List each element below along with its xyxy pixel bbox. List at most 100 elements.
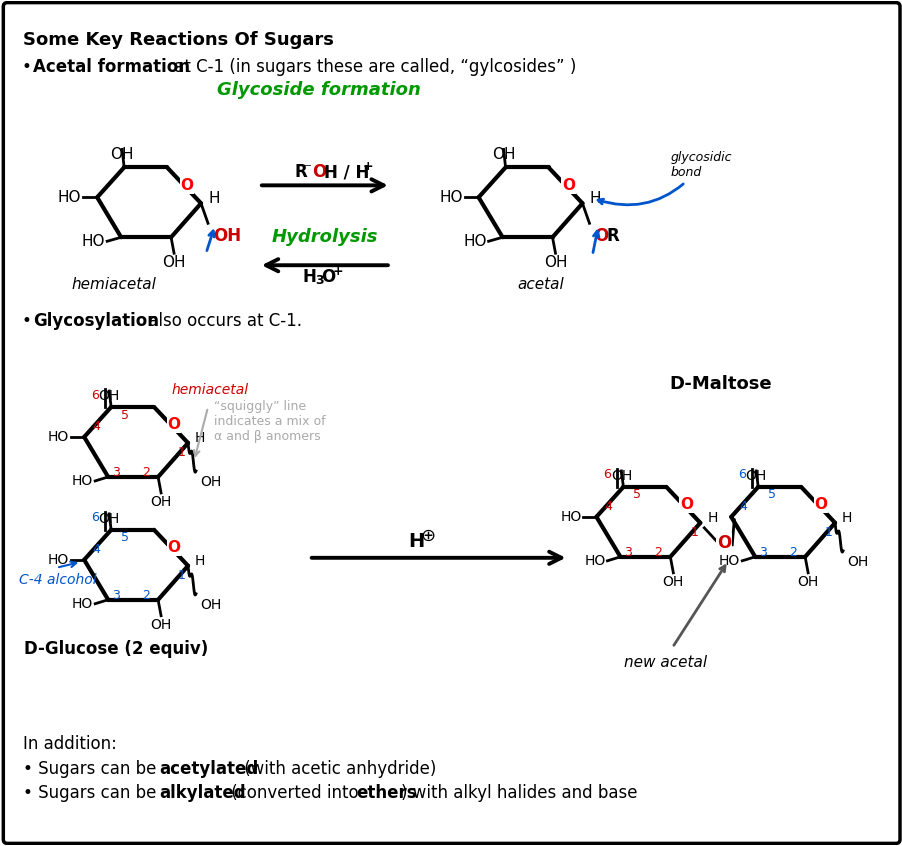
Text: D-Glucose (2 equiv): D-Glucose (2 equiv) (24, 640, 208, 657)
Text: HO: HO (439, 190, 463, 205)
Text: 5: 5 (121, 531, 129, 544)
Text: 4: 4 (604, 500, 612, 514)
Text: •: • (22, 312, 32, 330)
Text: 4: 4 (740, 500, 747, 514)
Text: at C-1 (in sugars these are called, “gylcosides” ): at C-1 (in sugars these are called, “gyl… (169, 58, 576, 75)
Text: H: H (195, 431, 206, 445)
Text: 4: 4 (92, 543, 100, 557)
Text: “squiggly” line
indicates a mix of
α and β anomers: “squiggly” line indicates a mix of α and… (214, 400, 326, 443)
Text: 6: 6 (739, 469, 746, 481)
Text: HO: HO (560, 510, 582, 524)
Text: O: O (312, 163, 327, 181)
Text: (with acetic anhydride): (with acetic anhydride) (239, 760, 437, 777)
Text: 2: 2 (655, 547, 662, 559)
Text: 2: 2 (143, 590, 150, 602)
Text: new acetal: new acetal (624, 655, 707, 670)
Text: •: • (22, 58, 32, 75)
Text: 5: 5 (769, 488, 777, 502)
Text: OH: OH (797, 574, 819, 589)
Text: 2: 2 (143, 466, 150, 480)
Text: acetylated: acetylated (159, 760, 258, 777)
Text: +: + (363, 161, 373, 173)
Text: H: H (707, 511, 718, 525)
Text: HO: HO (82, 233, 106, 249)
Text: • Sugars can be: • Sugars can be (23, 760, 162, 777)
Text: 1: 1 (690, 526, 698, 540)
Text: also occurs at C-1.: also occurs at C-1. (143, 312, 302, 330)
Text: alkylated: alkylated (159, 784, 245, 803)
Text: H: H (208, 191, 219, 206)
Text: OH: OH (200, 475, 221, 489)
Text: ⁻: ⁻ (304, 162, 312, 176)
Text: 5: 5 (121, 409, 129, 421)
Text: OH: OH (492, 147, 515, 162)
Text: OH: OH (200, 598, 221, 612)
Text: H: H (842, 511, 852, 525)
Text: +: + (333, 266, 344, 278)
Text: R: R (295, 163, 308, 181)
Text: 3: 3 (112, 466, 120, 480)
Text: HO: HO (584, 554, 605, 568)
Text: O: O (717, 534, 732, 552)
Text: R: R (606, 228, 619, 245)
Text: 6: 6 (603, 469, 612, 481)
Text: 1: 1 (178, 447, 186, 459)
Text: 3: 3 (315, 274, 324, 288)
Text: ⊕: ⊕ (420, 527, 436, 545)
Text: OH: OH (847, 555, 869, 569)
Text: O: O (680, 497, 693, 513)
Text: • Sugars can be: • Sugars can be (23, 784, 162, 803)
Text: Some Key Reactions Of Sugars: Some Key Reactions Of Sugars (23, 30, 334, 48)
Text: 1: 1 (178, 569, 186, 582)
Text: OH: OH (746, 469, 767, 483)
Text: OH: OH (162, 255, 186, 270)
Text: In addition:: In addition: (23, 734, 117, 753)
Text: Hydrolysis: Hydrolysis (272, 228, 378, 246)
Text: HO: HO (48, 430, 69, 444)
Text: 6: 6 (91, 511, 99, 525)
Text: O: O (321, 268, 336, 286)
Text: HO: HO (58, 190, 81, 205)
Text: Acetal formation: Acetal formation (33, 58, 190, 75)
Text: hemiacetal: hemiacetal (72, 277, 157, 292)
Text: O: O (562, 178, 575, 193)
Text: OH: OH (110, 147, 133, 162)
Text: HO: HO (719, 554, 741, 568)
FancyBboxPatch shape (4, 3, 900, 843)
Text: hemiacetal: hemiacetal (171, 383, 248, 397)
Text: OH: OH (611, 469, 632, 483)
Text: Glycoside formation: Glycoside formation (216, 80, 421, 98)
Text: O: O (815, 497, 828, 513)
Text: H: H (195, 554, 206, 568)
Text: HO: HO (463, 233, 486, 249)
Text: (converted into: (converted into (226, 784, 364, 803)
Text: 1: 1 (825, 526, 833, 540)
Text: OH: OH (98, 512, 120, 526)
Text: O: O (168, 417, 180, 432)
Text: OH: OH (663, 574, 684, 589)
Text: 3: 3 (112, 590, 120, 602)
Text: D-Maltose: D-Maltose (669, 375, 771, 393)
Text: OH: OH (151, 495, 171, 509)
Text: HO: HO (48, 552, 69, 567)
Text: ) with alkyl halides and base: ) with alkyl halides and base (400, 784, 637, 803)
Text: OH: OH (151, 618, 171, 632)
Text: H: H (409, 532, 425, 551)
Text: HO: HO (72, 596, 93, 611)
Text: glycosidic
bond: glycosidic bond (598, 151, 732, 205)
Text: C-4 alcohol: C-4 alcohol (19, 573, 97, 587)
Text: 4: 4 (92, 420, 100, 433)
Text: HO: HO (72, 474, 93, 488)
Text: O: O (168, 541, 180, 555)
Text: OH: OH (213, 228, 241, 245)
Text: H: H (303, 268, 317, 286)
Text: H / H: H / H (324, 163, 369, 181)
Text: 3: 3 (624, 547, 632, 559)
Text: 3: 3 (759, 547, 767, 559)
Text: OH: OH (544, 255, 567, 270)
Text: 6: 6 (91, 388, 99, 402)
Text: 2: 2 (789, 547, 797, 559)
Text: 5: 5 (633, 488, 641, 502)
Text: H: H (590, 191, 601, 206)
Text: O: O (180, 178, 194, 193)
